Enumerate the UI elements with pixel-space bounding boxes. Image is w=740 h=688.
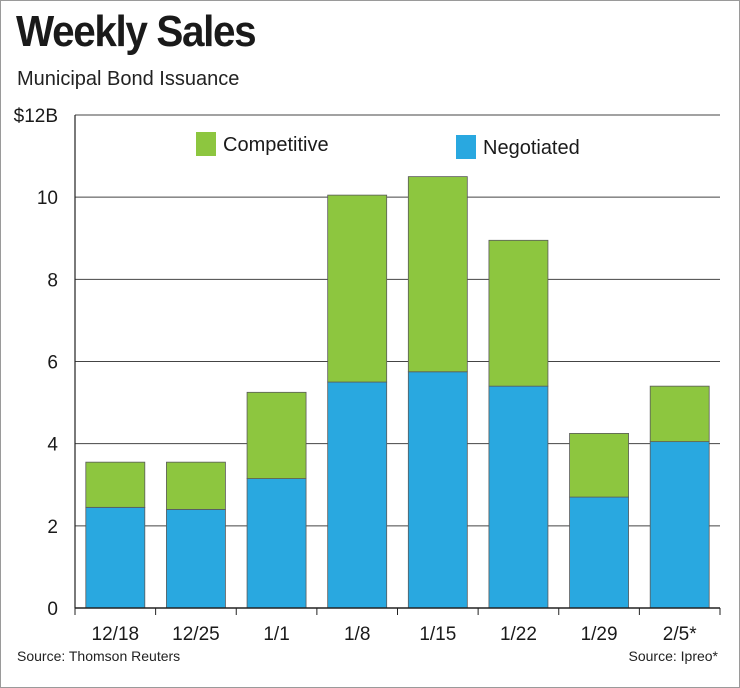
x-tick-label: 1/1 [263,624,289,645]
y-tick-label: 8 [47,270,58,291]
axes: 0 2 4 6 8 10 $12B 12/18 12/25 1/1 1/8 1/15 1/22 1/29 2… [14,106,721,645]
bar-competitive [327,194,388,383]
y-tick-label: 4 [47,435,58,456]
chart-title: Weekly Sales [16,7,257,56]
legend: Competitive Negotiated [196,132,580,159]
legend-label: Negotiated [483,137,580,159]
bar-competitive [85,461,146,508]
source-left: Source: Thomson Reuters [17,648,181,664]
x-tick-label: 1/15 [419,624,456,645]
source-right: Source: Ipreo* [628,648,719,664]
legend-swatch [456,135,476,159]
bar-competitive [166,461,226,510]
chart-subtitle: Municipal Bond Issuance [17,68,240,90]
bars [85,176,710,609]
x-tick-label: 1/8 [344,624,370,645]
bar-competitive [407,176,468,373]
y-tick-label: 10 [37,188,58,209]
x-tick-label: 12/25 [172,624,220,645]
bar-negotiated [649,441,710,609]
bar-negotiated [166,508,226,609]
legend-swatch [196,132,216,156]
bar-negotiated [246,478,307,609]
x-tick-label: 2/5* [663,624,697,645]
x-tick-label: 12/18 [92,624,140,645]
bar-competitive [246,391,307,479]
bar-negotiated [569,496,629,609]
bar-negotiated [327,381,388,609]
legend-label: Competitive [223,134,329,156]
bar-competitive [649,385,710,443]
x-tick-label: 1/29 [581,624,618,645]
bar-competitive [488,239,549,387]
x-tick-label: 1/22 [500,624,537,645]
bar-competitive [569,432,629,498]
y-tick-label: 6 [47,353,58,374]
bar-negotiated [488,385,549,609]
bar-negotiated [407,371,468,609]
bar-negotiated [85,506,146,609]
y-tick-label: $12B [14,106,58,127]
y-tick-label: 0 [47,599,58,620]
y-tick-label: 2 [47,517,58,538]
